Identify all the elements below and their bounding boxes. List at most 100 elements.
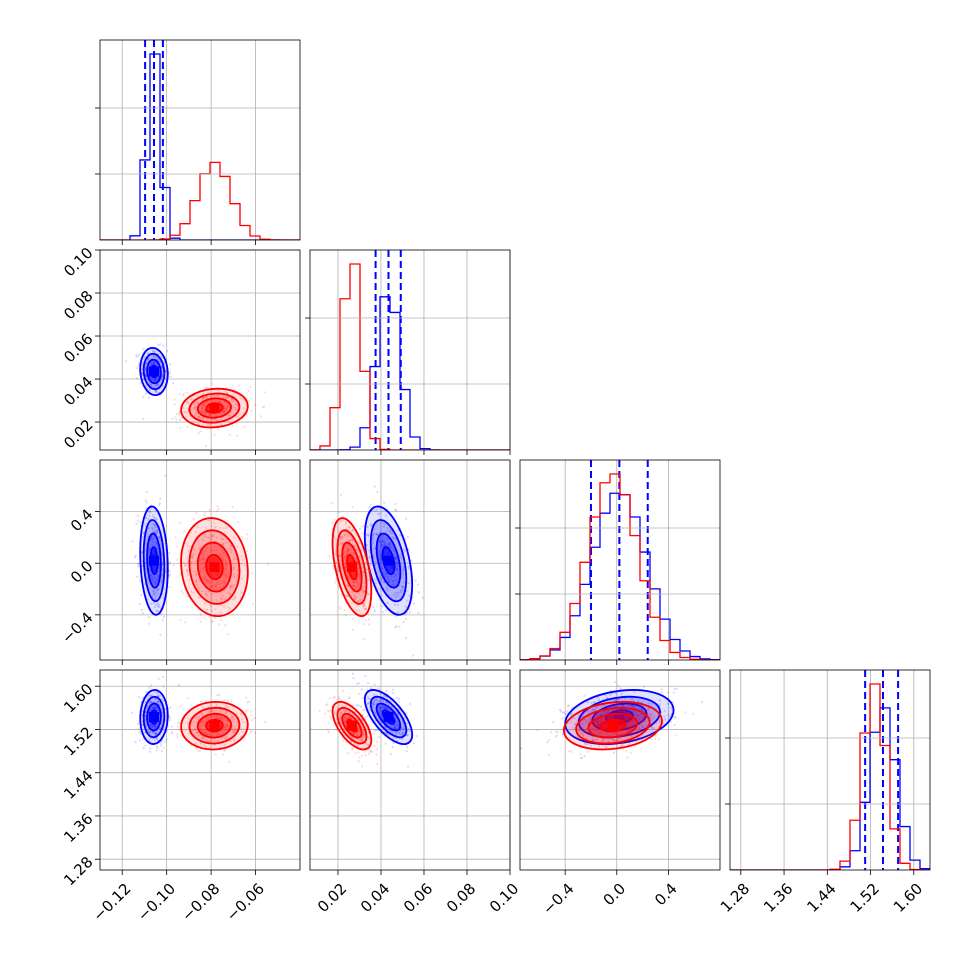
sample-point bbox=[221, 717, 224, 720]
sample-point bbox=[170, 732, 173, 735]
plot-area bbox=[520, 460, 720, 660]
sample-point bbox=[402, 727, 405, 730]
sample-point bbox=[361, 586, 364, 589]
plot-area bbox=[310, 250, 510, 450]
sample-point bbox=[232, 573, 236, 576]
sample-point bbox=[596, 721, 599, 724]
sample-point bbox=[555, 734, 558, 737]
sample-point bbox=[630, 704, 633, 707]
sample-point bbox=[214, 545, 217, 548]
sample-point bbox=[215, 703, 219, 707]
sample-point bbox=[353, 597, 356, 601]
sample-point bbox=[647, 702, 650, 705]
sample-point bbox=[225, 724, 229, 727]
sample-point bbox=[393, 725, 396, 728]
sample-point bbox=[152, 380, 156, 383]
sample-point bbox=[367, 578, 370, 581]
sample-point bbox=[561, 711, 564, 714]
sample-point bbox=[236, 574, 239, 577]
sample-point bbox=[344, 717, 347, 720]
sample-point bbox=[157, 383, 160, 386]
sample-point bbox=[200, 743, 203, 746]
sample-point bbox=[396, 593, 400, 597]
sample-point bbox=[596, 729, 599, 732]
sample-point bbox=[229, 586, 232, 589]
sample-point bbox=[199, 612, 202, 615]
sample-point bbox=[211, 592, 215, 596]
sample-point bbox=[654, 734, 657, 738]
sample-point bbox=[356, 540, 360, 543]
sample-point bbox=[328, 555, 331, 558]
sample-point bbox=[569, 750, 573, 753]
sample-point bbox=[329, 717, 333, 720]
sample-point bbox=[259, 415, 263, 418]
sample-point bbox=[190, 408, 193, 412]
sample-point bbox=[596, 723, 599, 726]
sample-point bbox=[658, 718, 661, 721]
sample-point bbox=[351, 602, 354, 605]
sample-point bbox=[241, 535, 244, 539]
sample-point bbox=[397, 611, 400, 614]
sample-point bbox=[162, 597, 165, 600]
sample-point bbox=[154, 697, 158, 701]
sample-point bbox=[223, 749, 226, 753]
sample-point bbox=[223, 729, 226, 732]
sample-point bbox=[401, 585, 404, 588]
sample-point bbox=[373, 610, 376, 613]
sample-point bbox=[380, 557, 383, 561]
sample-point bbox=[590, 727, 593, 731]
sample-point bbox=[243, 564, 246, 567]
sample-point bbox=[152, 592, 155, 595]
sample-point bbox=[393, 549, 396, 553]
sample-point bbox=[208, 586, 211, 589]
sample-point bbox=[563, 711, 566, 714]
sample-point bbox=[580, 716, 583, 719]
sample-point bbox=[199, 559, 202, 562]
sample-point bbox=[144, 372, 147, 375]
sample-point bbox=[384, 707, 387, 710]
sample-point bbox=[144, 714, 147, 717]
sample-point bbox=[153, 726, 156, 730]
sample-point bbox=[629, 727, 632, 730]
sample-point bbox=[599, 714, 602, 717]
sample-point bbox=[346, 550, 349, 553]
sample-point bbox=[222, 727, 226, 730]
sample-point bbox=[190, 417, 193, 420]
sample-point bbox=[151, 706, 154, 709]
sample-point bbox=[356, 682, 359, 686]
sample-point bbox=[368, 557, 371, 560]
sample-point bbox=[171, 730, 174, 733]
sample-point bbox=[184, 563, 187, 566]
sample-point bbox=[219, 717, 223, 720]
panel-1-0 bbox=[95, 249, 301, 455]
sample-point bbox=[147, 396, 150, 399]
sample-point bbox=[397, 697, 401, 700]
sample-point bbox=[368, 593, 371, 596]
sample-point bbox=[230, 699, 233, 702]
sample-point bbox=[377, 736, 380, 739]
sample-point bbox=[210, 399, 214, 403]
sample-point bbox=[390, 705, 393, 709]
sample-point bbox=[382, 581, 386, 584]
sample-point bbox=[389, 531, 392, 535]
sample-point bbox=[387, 577, 390, 580]
sample-point bbox=[199, 700, 203, 703]
sample-point bbox=[191, 730, 194, 733]
sample-point bbox=[611, 705, 614, 708]
sample-point bbox=[202, 417, 205, 420]
sample-point bbox=[181, 407, 185, 410]
sample-point bbox=[168, 715, 171, 719]
sample-point bbox=[344, 565, 347, 569]
sample-point bbox=[230, 548, 233, 551]
density-peak bbox=[149, 712, 159, 723]
sample-point bbox=[595, 713, 598, 716]
sample-point bbox=[207, 400, 210, 403]
sample-point bbox=[219, 546, 222, 549]
sample-point bbox=[344, 720, 347, 723]
sample-point bbox=[591, 738, 595, 741]
sample-point bbox=[210, 395, 213, 399]
y-tick-label: 1.60 bbox=[60, 680, 96, 716]
sample-point bbox=[399, 534, 402, 537]
sample-point bbox=[385, 701, 388, 704]
sample-point bbox=[157, 343, 160, 346]
